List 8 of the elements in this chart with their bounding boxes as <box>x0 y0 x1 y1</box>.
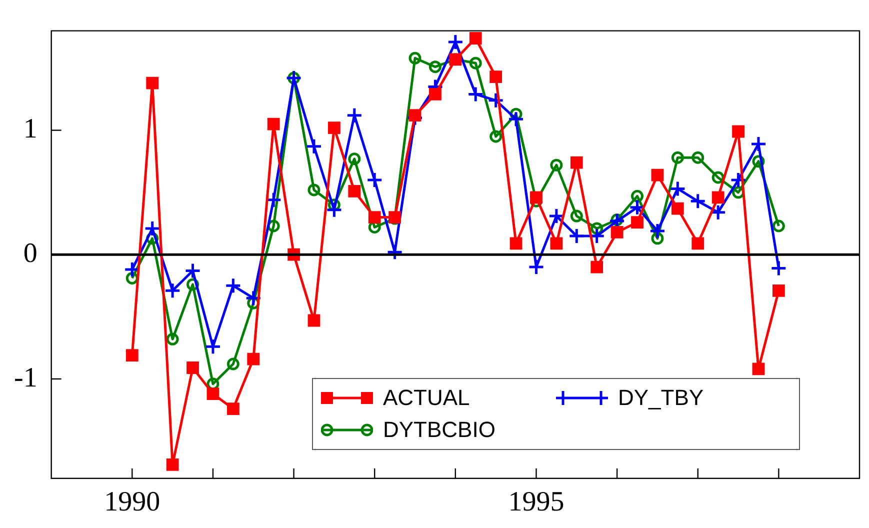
legend-label: DYTBCBIO <box>383 417 496 443</box>
x-tick-label: 1995 <box>508 486 564 518</box>
y-tick-label: 1 <box>23 114 38 145</box>
y-tick-label: -1 <box>14 362 38 394</box>
x-tick-label: 1990 <box>104 486 160 518</box>
y-tick-label: 0 <box>23 238 38 269</box>
legend-label: DY_TBY <box>618 385 704 411</box>
legend-label: ACTUAL <box>383 385 470 411</box>
